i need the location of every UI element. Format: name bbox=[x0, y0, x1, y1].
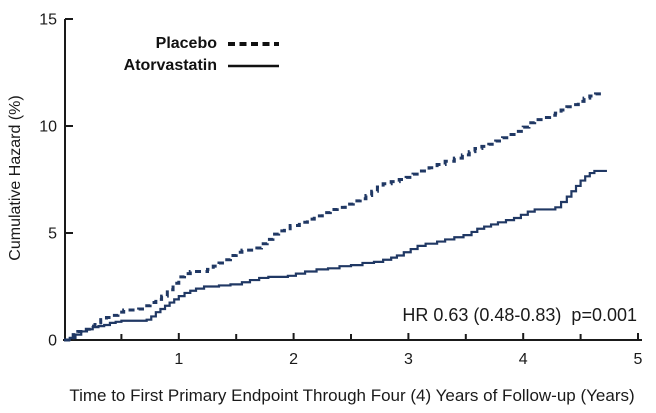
legend-label-placebo: Placebo bbox=[155, 35, 217, 52]
y-tick-label: 0 bbox=[48, 333, 57, 350]
legend-item-atorvastatin: Atorvastatin bbox=[60, 55, 279, 77]
curve-atorvastatin bbox=[64, 169, 607, 342]
x-tick-label: 2 bbox=[289, 351, 298, 368]
y-axis-title: Cumulative Hazard (%) bbox=[7, 95, 24, 261]
curve-placebo bbox=[64, 92, 606, 342]
x-tick-label: 5 bbox=[634, 351, 643, 368]
x-tick-label: 3 bbox=[404, 351, 413, 368]
x-tick-label: 4 bbox=[519, 351, 528, 368]
legend: Placebo Atorvastatin bbox=[60, 33, 279, 77]
x-axis-title: Time to First Primary Endpoint Through F… bbox=[69, 386, 635, 405]
y-tick-label: 15 bbox=[39, 12, 57, 29]
dashed-line-sample-icon bbox=[228, 42, 279, 46]
legend-label-atorvastatin: Atorvastatin bbox=[123, 57, 217, 74]
y-tick-label: 10 bbox=[39, 119, 57, 136]
x-tick-label: 1 bbox=[174, 351, 183, 368]
legend-item-placebo: Placebo bbox=[60, 33, 279, 55]
solid-line-sample-icon bbox=[228, 64, 279, 68]
y-tick-label: 5 bbox=[48, 226, 57, 243]
hazard-ratio-annotation: HR 0.63 (0.48-0.83) p=0.001 bbox=[402, 305, 637, 325]
